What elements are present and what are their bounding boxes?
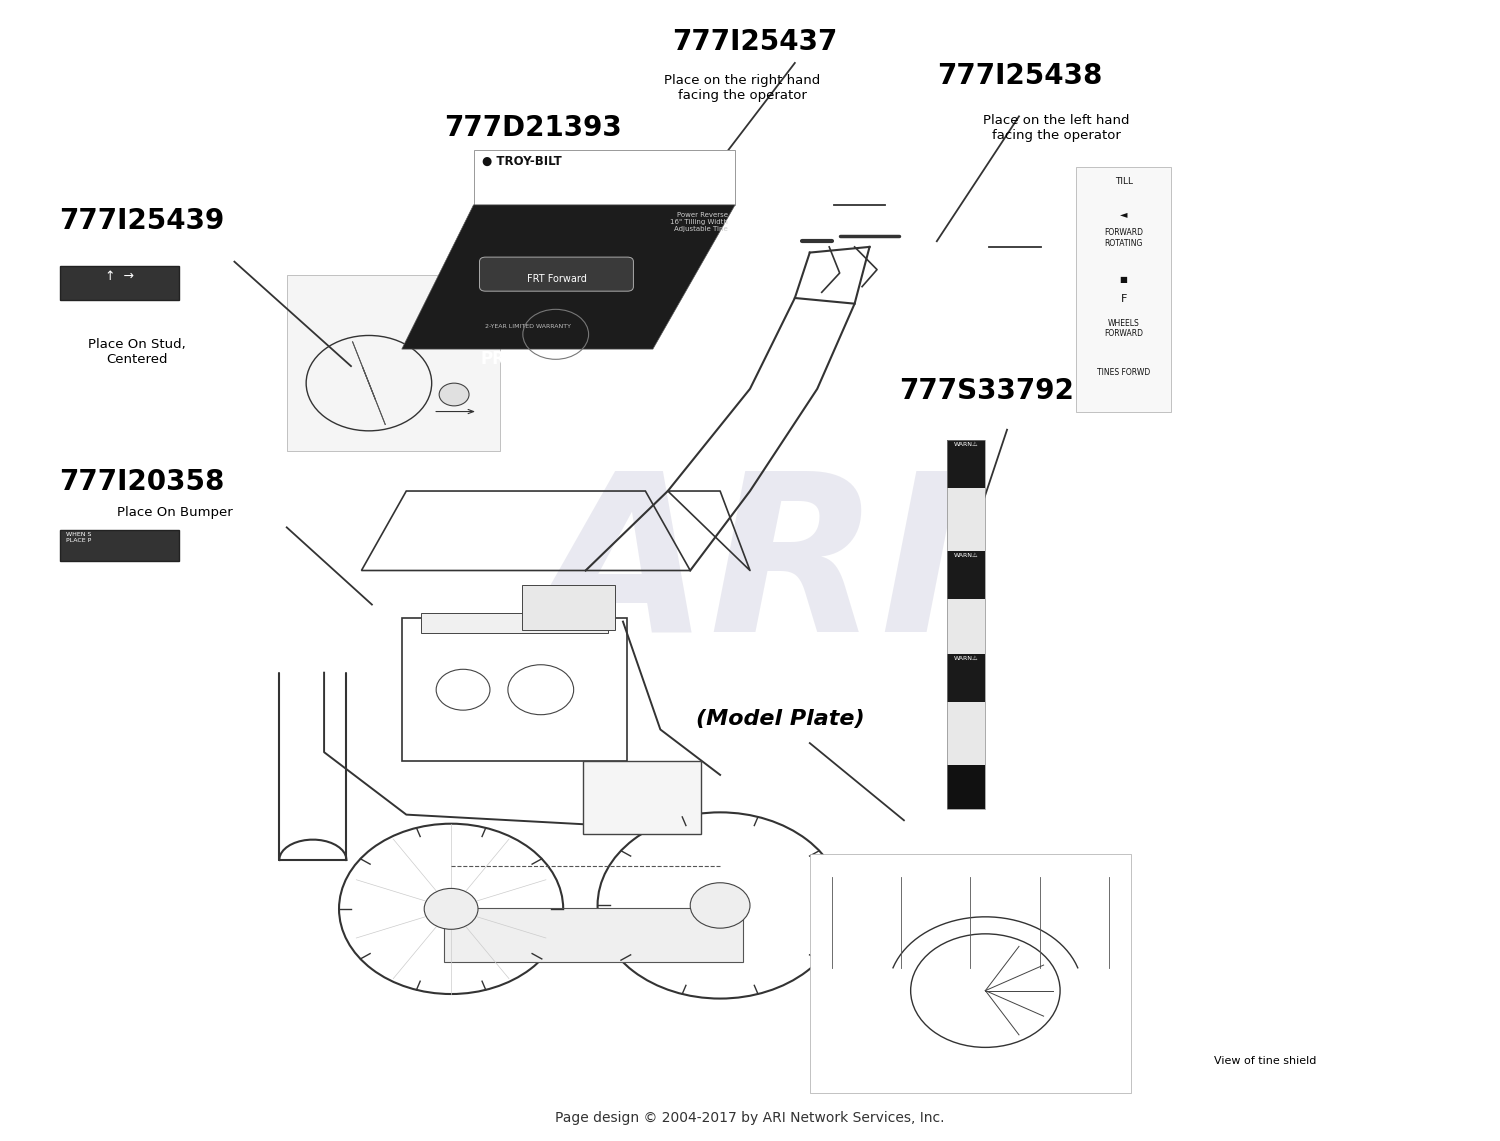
Polygon shape xyxy=(402,205,735,349)
Text: (Model Plate): (Model Plate) xyxy=(696,709,864,729)
Text: 777I25437: 777I25437 xyxy=(672,27,837,56)
FancyBboxPatch shape xyxy=(948,551,984,599)
Text: TILL: TILL xyxy=(1114,177,1132,186)
Text: ● TROY-BILT: ● TROY-BILT xyxy=(483,155,562,168)
Circle shape xyxy=(690,883,750,928)
Text: WARN⚠: WARN⚠ xyxy=(954,443,978,447)
Text: Place On Bumper: Place On Bumper xyxy=(117,505,232,519)
Text: FORWARD
ROTATING: FORWARD ROTATING xyxy=(1104,228,1143,248)
Bar xyxy=(948,440,984,809)
Text: Place On Stud,
Centered: Place On Stud, Centered xyxy=(88,338,186,366)
Text: Power Reverse
16" Tilling Width
Adjustable Tine: Power Reverse 16" Tilling Width Adjustab… xyxy=(669,212,728,232)
Bar xyxy=(810,855,1131,1093)
Circle shape xyxy=(597,812,843,998)
FancyBboxPatch shape xyxy=(522,585,615,630)
Text: F: F xyxy=(1120,294,1126,305)
FancyBboxPatch shape xyxy=(1076,168,1172,412)
Text: 777I20358: 777I20358 xyxy=(60,468,225,496)
FancyBboxPatch shape xyxy=(948,764,984,809)
Text: Place on the right hand
facing the operator: Place on the right hand facing the opera… xyxy=(664,74,820,103)
FancyBboxPatch shape xyxy=(422,613,608,633)
Text: TINES FORWD: TINES FORWD xyxy=(1096,367,1150,377)
Text: WHEELS
FORWARD: WHEELS FORWARD xyxy=(1104,318,1143,338)
FancyBboxPatch shape xyxy=(480,257,633,291)
FancyBboxPatch shape xyxy=(948,702,984,764)
FancyBboxPatch shape xyxy=(582,761,700,834)
Text: ↑  →: ↑ → xyxy=(105,269,134,283)
Text: ■: ■ xyxy=(1119,275,1128,284)
FancyBboxPatch shape xyxy=(948,654,984,702)
Text: ◄: ◄ xyxy=(1120,209,1128,219)
Text: WARN⚠: WARN⚠ xyxy=(954,553,978,558)
Text: PROLINE: PROLINE xyxy=(482,350,562,369)
Text: 777S33792: 777S33792 xyxy=(900,378,1074,405)
Text: Place on the left hand
facing the operator: Place on the left hand facing the operat… xyxy=(982,114,1130,141)
Text: Page design © 2004-2017 by ARI Network Services, Inc.: Page design © 2004-2017 by ARI Network S… xyxy=(555,1110,945,1125)
Circle shape xyxy=(440,383,470,406)
FancyBboxPatch shape xyxy=(948,488,984,551)
Circle shape xyxy=(424,889,478,929)
FancyBboxPatch shape xyxy=(60,529,178,561)
FancyBboxPatch shape xyxy=(444,908,742,962)
Text: WARN⚠: WARN⚠ xyxy=(954,656,978,662)
FancyBboxPatch shape xyxy=(60,266,178,300)
Text: ARI: ARI xyxy=(537,463,963,678)
Circle shape xyxy=(339,824,562,994)
Text: FRT Forward: FRT Forward xyxy=(526,274,586,284)
FancyBboxPatch shape xyxy=(948,599,984,654)
Text: 2-YEAR LIMITED WARRANTY: 2-YEAR LIMITED WARRANTY xyxy=(486,324,572,329)
Text: WHEN S
PLACE P: WHEN S PLACE P xyxy=(66,532,92,543)
FancyBboxPatch shape xyxy=(948,440,984,488)
Bar xyxy=(286,275,501,452)
Text: 777I25439: 777I25439 xyxy=(60,208,225,235)
Text: 777D21393: 777D21393 xyxy=(444,114,621,141)
Text: 777I25438: 777I25438 xyxy=(938,62,1102,90)
Text: View of tine shield: View of tine shield xyxy=(1215,1057,1317,1067)
FancyBboxPatch shape xyxy=(474,151,735,205)
